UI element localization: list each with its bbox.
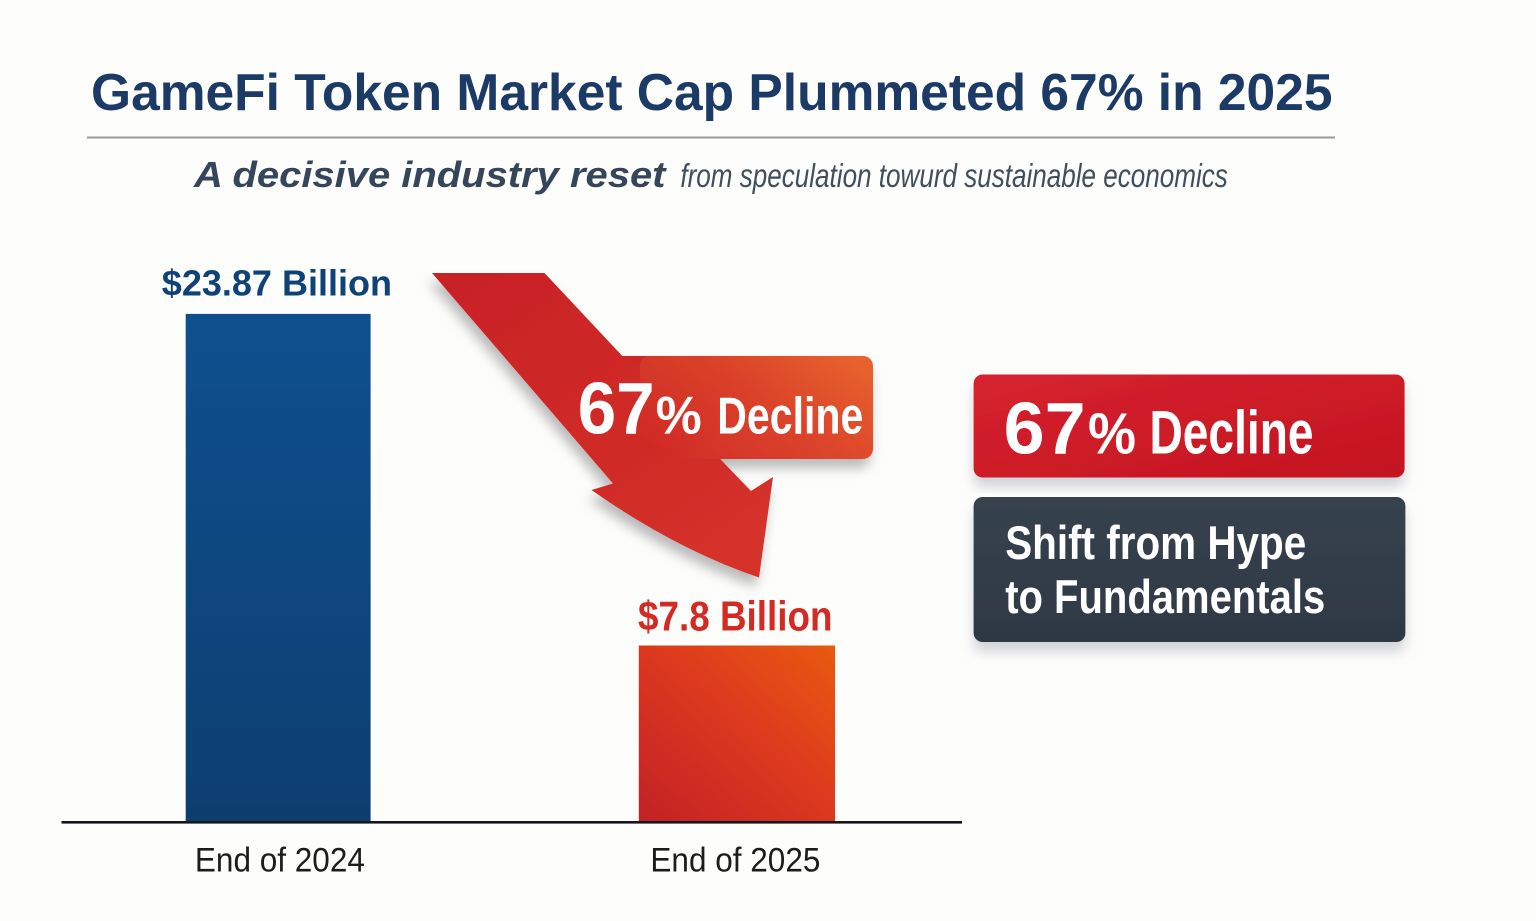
svg-text:$23.87 Billion: $23.87 Billion [162, 263, 392, 304]
svg-text:$7.8 Billion: $7.8 Billion [638, 592, 833, 639]
svg-text:to Fundamentals: to Fundamentals [1005, 570, 1325, 623]
svg-text:End of 2025: End of 2025 [650, 842, 820, 880]
svg-text:Shift from Hype: Shift from Hype [1005, 516, 1306, 569]
svg-text:End of 2024: End of 2024 [195, 842, 365, 880]
svg-text:67%Decline: 67% Decline [578, 369, 864, 450]
svg-text:67%Decline: 67% Decline [1004, 389, 1314, 470]
svg-text:GameFi Token Market Cap Plumme: GameFi Token Market Cap Plummeted 67% in… [91, 64, 1333, 122]
